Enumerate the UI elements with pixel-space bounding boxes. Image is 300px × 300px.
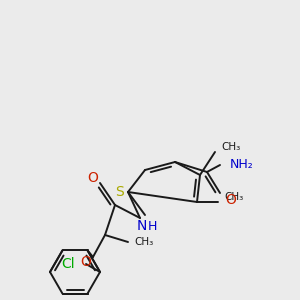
Text: O: O [81, 255, 92, 269]
Text: CH₃: CH₃ [221, 142, 240, 152]
Text: O: O [88, 171, 98, 185]
Text: CH₃: CH₃ [224, 192, 243, 202]
Text: O: O [225, 193, 236, 207]
Text: H: H [147, 220, 157, 232]
Text: N: N [137, 219, 147, 233]
Text: S: S [116, 185, 124, 199]
Text: NH₂: NH₂ [230, 158, 254, 172]
Text: Cl: Cl [61, 257, 75, 271]
Text: CH₃: CH₃ [134, 237, 154, 247]
